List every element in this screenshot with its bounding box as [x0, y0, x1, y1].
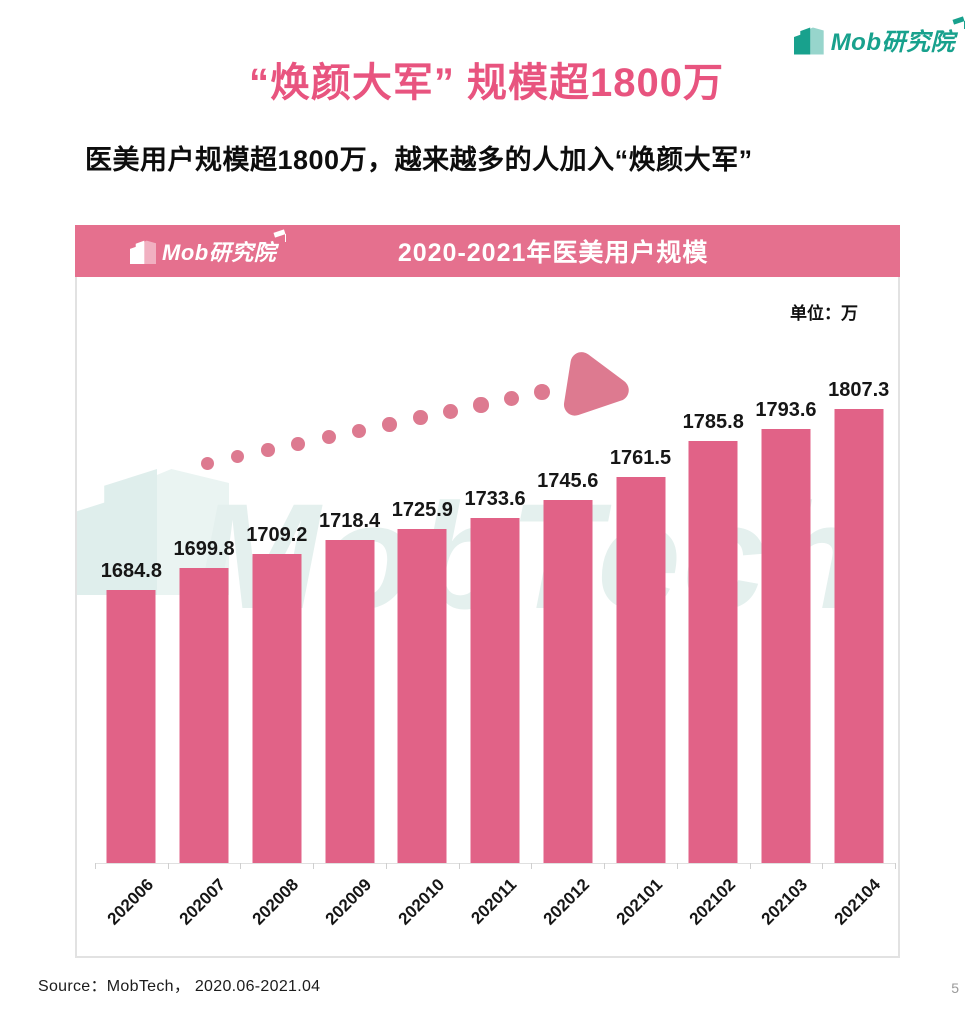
axis-tick: [676, 863, 678, 869]
x-axis-label: 202006: [103, 875, 157, 929]
bar-value-label: 1725.9: [391, 499, 453, 521]
chart-plot-area: MobTech 袤博 单位：万 1684.82020061699.8202007…: [77, 277, 898, 956]
chart-header-banner: Mob研究院 2020-2021年医美用户规模: [75, 225, 900, 277]
bar: [616, 477, 665, 863]
bar-column: 1733.6 202011: [459, 346, 532, 928]
x-axis-label: 202010: [394, 875, 448, 929]
bar-value-label: 1745.6: [537, 470, 599, 492]
x-axis-label: 202101: [612, 875, 666, 929]
bar: [397, 529, 447, 863]
bar: [688, 441, 738, 863]
axis-tick: [895, 863, 896, 869]
axis-tick: [167, 863, 169, 869]
axis-tick: [749, 863, 751, 869]
x-axis-label: 202104: [830, 875, 885, 929]
bar-value-label: 1709.2: [246, 524, 308, 546]
trend-dot: [230, 449, 245, 464]
x-axis-label: 202102: [685, 875, 739, 929]
trend-arrowhead-icon: [563, 352, 629, 416]
bar-value-label: 1699.8: [173, 538, 235, 560]
axis-tick: [531, 863, 533, 869]
bar-value-label: 1793.6: [755, 399, 817, 421]
axis-tick: [458, 863, 460, 869]
graduation-cap-icon: [273, 228, 287, 242]
bar: [470, 518, 520, 863]
graduation-cap-icon: [952, 15, 965, 29]
axis-tick: [822, 863, 824, 869]
bar: [325, 540, 375, 863]
bar: [834, 409, 884, 863]
bar-column: 1718.4 202009: [313, 346, 386, 929]
x-axis-label: 202011: [467, 875, 521, 928]
x-axis-line: [95, 863, 895, 864]
trend-dot: [200, 456, 214, 470]
trend-dot: [382, 417, 397, 432]
bar-value-label: 1718.4: [318, 510, 381, 532]
page-number: 5: [951, 980, 959, 996]
x-axis-label: 202009: [321, 875, 376, 929]
bar-column: 1725.9 202010: [386, 346, 459, 929]
axis-tick: [385, 863, 387, 869]
trend-dot: [412, 410, 428, 426]
x-axis-label: 202008: [248, 875, 303, 929]
bar-column: 1761.5 202101: [604, 346, 677, 929]
trend-dot: [352, 423, 367, 438]
bar-column: 1684.8 202006: [95, 346, 168, 929]
page-title: “焕颜大军” 规模超1800万: [248, 61, 725, 105]
bar: [543, 500, 593, 863]
bar: [252, 554, 302, 863]
bar-column: 1793.6 202103: [750, 346, 823, 929]
bar-value-label: 1733.6: [464, 488, 526, 510]
brand-logo-text: Mob研究院: [831, 21, 965, 57]
bar-column: 1785.8 202102: [677, 346, 750, 929]
trend-dot: [261, 443, 275, 457]
bar-column: 1709.2 202008: [240, 346, 313, 929]
chart-title: 2020-2021年医美用户规模: [397, 239, 709, 267]
brand-logo-text: Mob研究院: [162, 234, 287, 267]
chart-card: Mob研究院 2020-2021年医美用户规模 MobTech 袤博 单位：万 …: [75, 225, 900, 958]
plot-columns: 1684.8 202006 1699.8 202007 1709.2 202008 1718…: [95, 346, 895, 929]
trend-dot: [443, 403, 459, 419]
x-axis-label: 202012: [539, 875, 594, 929]
axis-tick: [313, 863, 315, 869]
trend-dot: [534, 384, 550, 400]
source-note: Source：MobTech， 2020.06-2021.04: [38, 978, 321, 995]
bar-column: 1807.3 202104: [822, 346, 895, 929]
trend-dot: [503, 390, 520, 407]
bar-value-label: 1684.8: [100, 560, 162, 582]
bar-column: 1745.6 202012: [531, 346, 604, 929]
bar-value-label: 1785.8: [682, 411, 744, 433]
axis-tick: [95, 863, 96, 869]
mob-logo: Mob研究院: [793, 21, 965, 57]
bar-value-label: 1807.3: [828, 379, 890, 401]
unit-label: 单位：万: [790, 304, 858, 323]
x-axis-label: 202007: [175, 875, 230, 929]
page-subtitle: 医美用户规模超1800万，越来越多的人加入“焕颜大军”: [85, 145, 753, 175]
axis-tick: [240, 863, 242, 869]
axis-tick: [604, 863, 606, 869]
bar: [106, 590, 156, 863]
trend-dot: [473, 397, 489, 413]
bottom-decoration-bar: [0, 1003, 973, 1024]
building-icon: [130, 238, 156, 264]
mob-logo-white: Mob研究院: [130, 234, 287, 267]
watermark-building-icon: [77, 455, 229, 595]
building-icon: [793, 25, 824, 55]
trend-dot: [291, 436, 306, 451]
trend-dot: [321, 430, 336, 445]
bar: [179, 568, 229, 863]
bar: [761, 429, 811, 863]
bar-column: 1699.8 202007: [168, 346, 241, 929]
bar-value-label: 1761.5: [609, 447, 672, 469]
x-axis-label: 202103: [757, 875, 812, 929]
